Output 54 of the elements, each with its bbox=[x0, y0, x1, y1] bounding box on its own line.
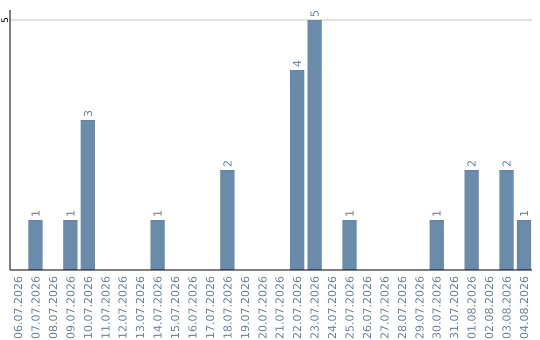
bar bbox=[150, 220, 165, 270]
bar bbox=[220, 170, 235, 270]
x-tick-label: 11.07.2026 bbox=[99, 276, 112, 339]
bar bbox=[290, 70, 304, 270]
x-tick-label: 31.07.2026 bbox=[448, 276, 462, 339]
data-label: 2 bbox=[221, 160, 234, 167]
x-tick-label: 23.07.2026 bbox=[308, 276, 322, 339]
bar bbox=[499, 170, 514, 270]
x-tick-label: 26.07.2026 bbox=[360, 276, 374, 339]
x-tick-label: 24.07.2026 bbox=[326, 276, 340, 339]
data-label: 5 bbox=[308, 10, 322, 17]
x-tick-label: 28.07.2026 bbox=[396, 276, 409, 339]
x-tick-label: 08.07.2026 bbox=[46, 276, 60, 339]
x-tick-label: 21.07.2026 bbox=[274, 276, 287, 339]
data-label: 1 bbox=[430, 210, 444, 217]
bar bbox=[464, 170, 479, 270]
x-tick-label: 09.07.2026 bbox=[64, 276, 78, 339]
x-tick-label: 29.07.2026 bbox=[413, 276, 426, 339]
bar bbox=[307, 20, 322, 270]
data-label: 1 bbox=[29, 210, 42, 217]
bar bbox=[80, 120, 95, 270]
bar bbox=[516, 220, 532, 270]
data-label: 1 bbox=[344, 210, 357, 217]
bar bbox=[63, 220, 78, 270]
data-label: 4 bbox=[291, 60, 304, 67]
data-label: 1 bbox=[152, 210, 165, 217]
x-tick-label: 03.08.2026 bbox=[500, 276, 514, 339]
x-tick-label: 04.08.2026 bbox=[518, 276, 531, 339]
x-tick-label: 02.08.2026 bbox=[483, 276, 496, 339]
x-tick-label: 06.07.2026 bbox=[12, 276, 26, 339]
x-tick-label: 16.07.2026 bbox=[186, 276, 200, 339]
x-tick-label: 12.07.2026 bbox=[116, 276, 130, 339]
x-tick-label: 10.07.2026 bbox=[82, 276, 95, 339]
x-tick-label: 15.07.2026 bbox=[169, 276, 182, 339]
x-tick-label: 20.07.2026 bbox=[256, 276, 270, 339]
x-tick-label: 13.07.2026 bbox=[134, 276, 148, 339]
x-tick-label: 01.08.2026 bbox=[466, 276, 479, 339]
data-label: 2 bbox=[466, 160, 479, 167]
x-tick-label: 27.07.2026 bbox=[378, 276, 392, 339]
x-tick-label: 18.07.2026 bbox=[221, 276, 234, 339]
x-tick-label: 07.07.2026 bbox=[29, 276, 42, 339]
x-tick-label: 14.07.2026 bbox=[152, 276, 165, 339]
bar bbox=[342, 220, 357, 270]
x-tick-label: 17.07.2026 bbox=[204, 276, 217, 339]
data-label: 2 bbox=[500, 160, 514, 167]
x-tick-label: 22.07.2026 bbox=[291, 276, 304, 339]
bar bbox=[28, 220, 43, 270]
data-label: 1 bbox=[64, 210, 78, 217]
x-tick-label: 30.07.2026 bbox=[430, 276, 444, 339]
data-label: 3 bbox=[82, 110, 95, 117]
bar bbox=[430, 220, 444, 270]
x-tick-label: 19.07.2026 bbox=[238, 276, 252, 339]
data-label: 1 bbox=[518, 210, 531, 217]
x-tick-label: 25.07.2026 bbox=[344, 276, 357, 339]
